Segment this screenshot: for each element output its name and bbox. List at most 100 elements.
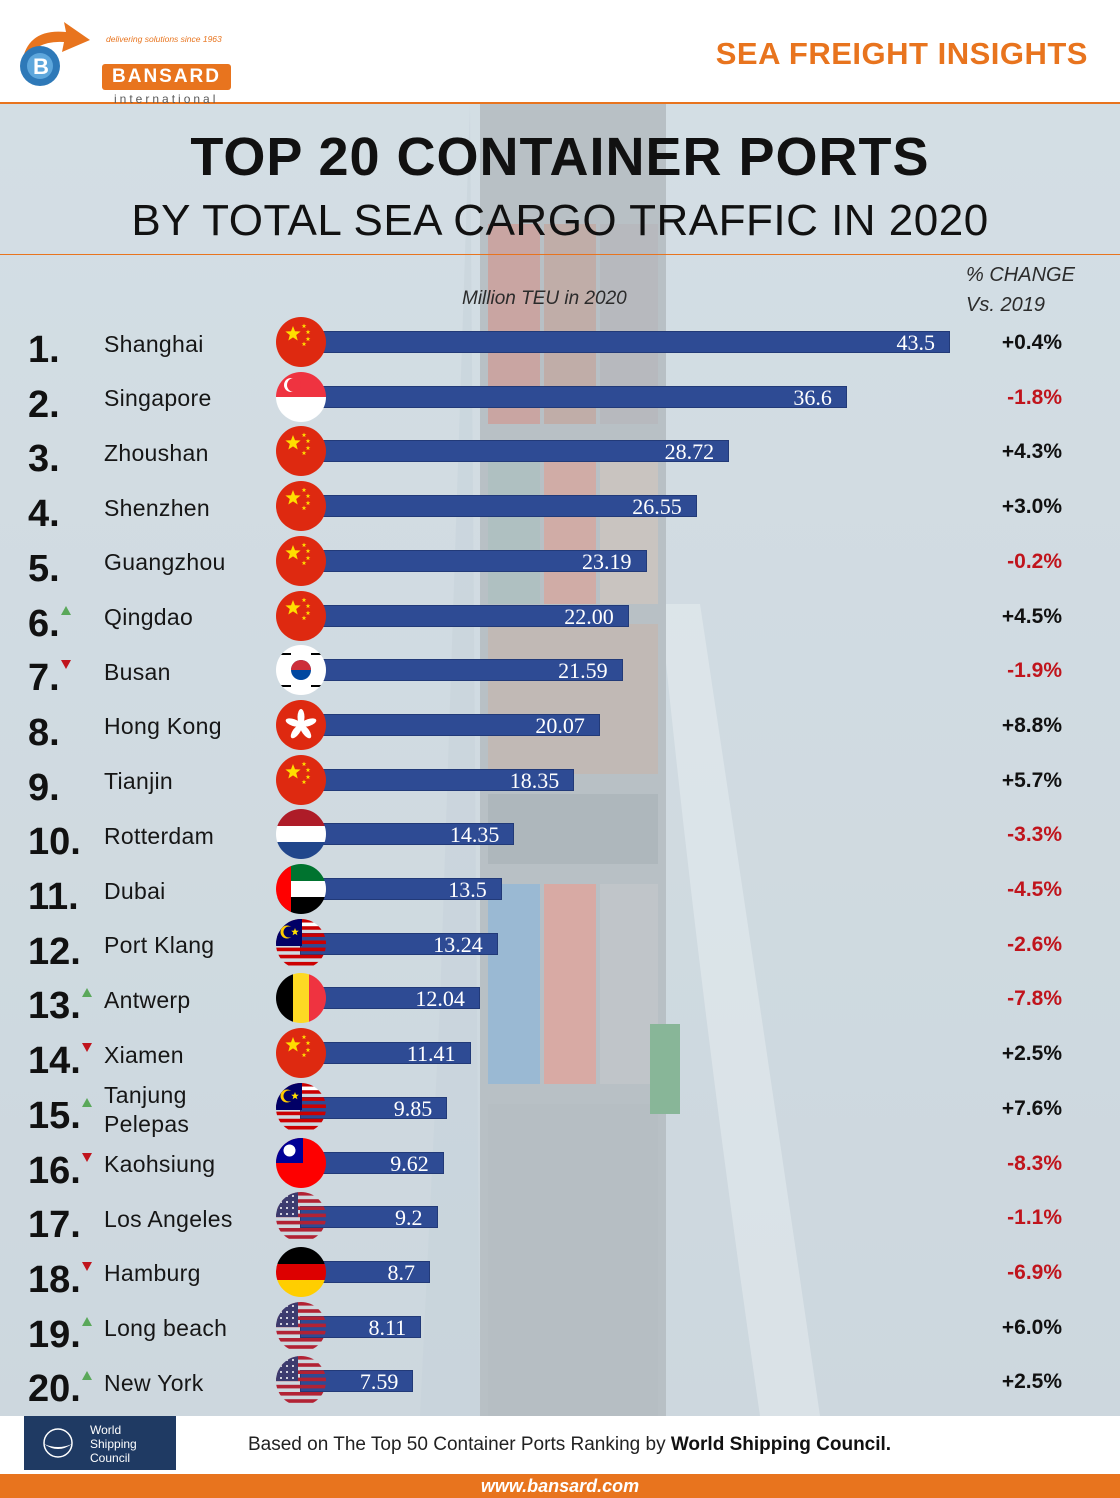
- bar: 18.35: [300, 767, 575, 793]
- port-name: Busan: [104, 658, 171, 685]
- bar-value-label: 13.5: [448, 877, 487, 902]
- flag-china-icon: [276, 590, 326, 641]
- flag-hong-kong-icon: [276, 699, 326, 750]
- pct-change: +8.8%: [1001, 713, 1062, 737]
- bar-value-label: 7.59: [359, 1369, 399, 1395]
- rank-number: 17.: [28, 1204, 81, 1247]
- rank-number: 8.: [28, 711, 60, 754]
- infographic-panel: TOP 20 CONTAINER PORTS BY TOTAL SEA CARG…: [0, 104, 1120, 1416]
- port-name: Dubai: [104, 877, 166, 904]
- port-name: Hamburg: [104, 1260, 201, 1287]
- port-name: Tianjin: [104, 768, 173, 795]
- port-name: Singapore: [104, 385, 212, 412]
- rank-up-arrow-icon: [60, 605, 71, 615]
- footer: World Shipping Council Based on The Top …: [0, 1416, 1120, 1498]
- logo-name: BANSARD: [102, 64, 231, 90]
- bar-value-label: 11.41: [406, 1041, 456, 1067]
- flag-malaysia-icon: [276, 918, 326, 969]
- chart-subtitle: BY TOTAL SEA CARGO TRAFFIC IN 2020: [131, 196, 989, 245]
- rank-number: 5.: [28, 547, 60, 590]
- rank-number: 6.: [28, 602, 60, 645]
- rank-number: 20.: [28, 1368, 81, 1411]
- bar-value-label: 28.72: [664, 439, 715, 465]
- bar-value-label: 23.19: [582, 548, 632, 574]
- source-bold: World Shipping Council.: [670, 1434, 892, 1455]
- rank-up-arrow-icon: [81, 1097, 92, 1107]
- bar: 22.00: [300, 603, 629, 629]
- bar-value-label: 18.35: [509, 767, 560, 793]
- port-name: Long beach: [104, 1315, 228, 1342]
- bar: 8.7: [300, 1259, 430, 1285]
- pct-change: -2.6%: [1007, 932, 1062, 956]
- rank-up-arrow-icon: [81, 1371, 92, 1381]
- pct-change: -1.1%: [1007, 1206, 1062, 1230]
- axis-unit-label: Million TEU in 2020: [462, 288, 627, 309]
- header: B delivering solutions since 1963 BANSAR…: [0, 0, 1120, 106]
- bar: 13.5: [300, 877, 502, 902]
- pct-change: +6.0%: [1001, 1315, 1062, 1339]
- bar-value-label: 43.5: [896, 330, 936, 355]
- pct-change: +4.3%: [1001, 440, 1062, 464]
- port-name: New York: [104, 1369, 204, 1396]
- rank-number: 3.: [28, 438, 60, 481]
- change-header-line-2: Vs. 2019: [966, 294, 1045, 316]
- rank-number: 18.: [28, 1258, 81, 1301]
- pct-change: +7.6%: [1001, 1096, 1062, 1120]
- pct-change: +5.7%: [1001, 768, 1062, 792]
- bansard-logo[interactable]: B delivering solutions since 1963 BANSAR…: [14, 14, 246, 106]
- flag-china-icon: [276, 426, 326, 477]
- rank-number: 12.: [28, 930, 81, 973]
- bar-value-label: 22.00: [564, 603, 614, 629]
- flag-taiwan-icon: [276, 1137, 326, 1188]
- rank-up-arrow-icon: [81, 988, 92, 998]
- rank-number: 14.: [28, 1040, 81, 1083]
- wsc-line-2: Shipping: [90, 1437, 137, 1451]
- wsc-logo-text: World Shipping Council: [90, 1423, 137, 1465]
- port-name: Hong Kong: [104, 713, 222, 740]
- port-name: Antwerp: [104, 986, 191, 1013]
- wsc-globe-icon: [43, 1428, 73, 1458]
- port-name: Guangzhou: [104, 549, 226, 576]
- logo-subtitle: international: [114, 92, 219, 106]
- rank-number: 15.: [28, 1094, 81, 1137]
- rank-number: 4.: [28, 493, 60, 536]
- flag-china-icon: [276, 481, 326, 532]
- bar-value-label: 9.85: [393, 1095, 433, 1121]
- rank-number: 16.: [28, 1149, 81, 1192]
- logo-tagline: delivering solutions since 1963: [106, 34, 222, 44]
- pct-change: -1.8%: [1007, 385, 1062, 409]
- header-title: SEA FREIGHT INSIGHTS: [715, 36, 1088, 71]
- wsc-line-1: World: [90, 1423, 122, 1437]
- flag-malaysia-icon: [276, 1082, 326, 1133]
- chart-rows: 1. Shanghai 43.5 +0.4% 2. Singapore 36.6 -1.8% 3…: [0, 104, 1120, 1416]
- wsc-line-3: Council: [90, 1451, 131, 1465]
- pct-change: -8.3%: [1007, 1151, 1062, 1175]
- port-name: Tanjung Pelepas: [104, 1081, 190, 1137]
- bar: 20.07: [300, 713, 600, 737]
- bar-value-label: 8.7: [387, 1259, 416, 1285]
- flag-uae-icon: [276, 864, 326, 914]
- bar-value-label: 8.11: [368, 1314, 407, 1340]
- website-link[interactable]: www.bansard.com: [480, 1476, 640, 1496]
- rank-down-arrow-icon: [81, 1152, 92, 1162]
- rank-down-arrow-icon: [60, 660, 71, 670]
- svg-text:B: B: [33, 54, 49, 79]
- bar: 7.59: [300, 1369, 414, 1395]
- flag-china-icon: [276, 535, 326, 586]
- bar-value-label: 36.6: [793, 384, 832, 410]
- wsc-logo[interactable]: World Shipping Council: [24, 1416, 176, 1470]
- rank-number: 13.: [28, 985, 81, 1028]
- port-name: Zhoushan: [104, 439, 209, 466]
- rank-number: 10.: [28, 821, 81, 864]
- change-header-line-1: % CHANGE: [966, 264, 1075, 286]
- rank-down-arrow-icon: [81, 1043, 92, 1053]
- pct-change: +0.4%: [1001, 331, 1062, 354]
- pct-change: +2.5%: [1001, 1042, 1062, 1066]
- port-name: Xiamen: [104, 1041, 184, 1068]
- pct-change: +3.0%: [1001, 495, 1062, 519]
- flag-usa-icon: [276, 1356, 326, 1406]
- bar: 26.55: [300, 495, 697, 519]
- bar: 9.85: [300, 1095, 448, 1121]
- rank-number: 2.: [28, 383, 60, 426]
- bar-value-label: 12.04: [415, 986, 465, 1012]
